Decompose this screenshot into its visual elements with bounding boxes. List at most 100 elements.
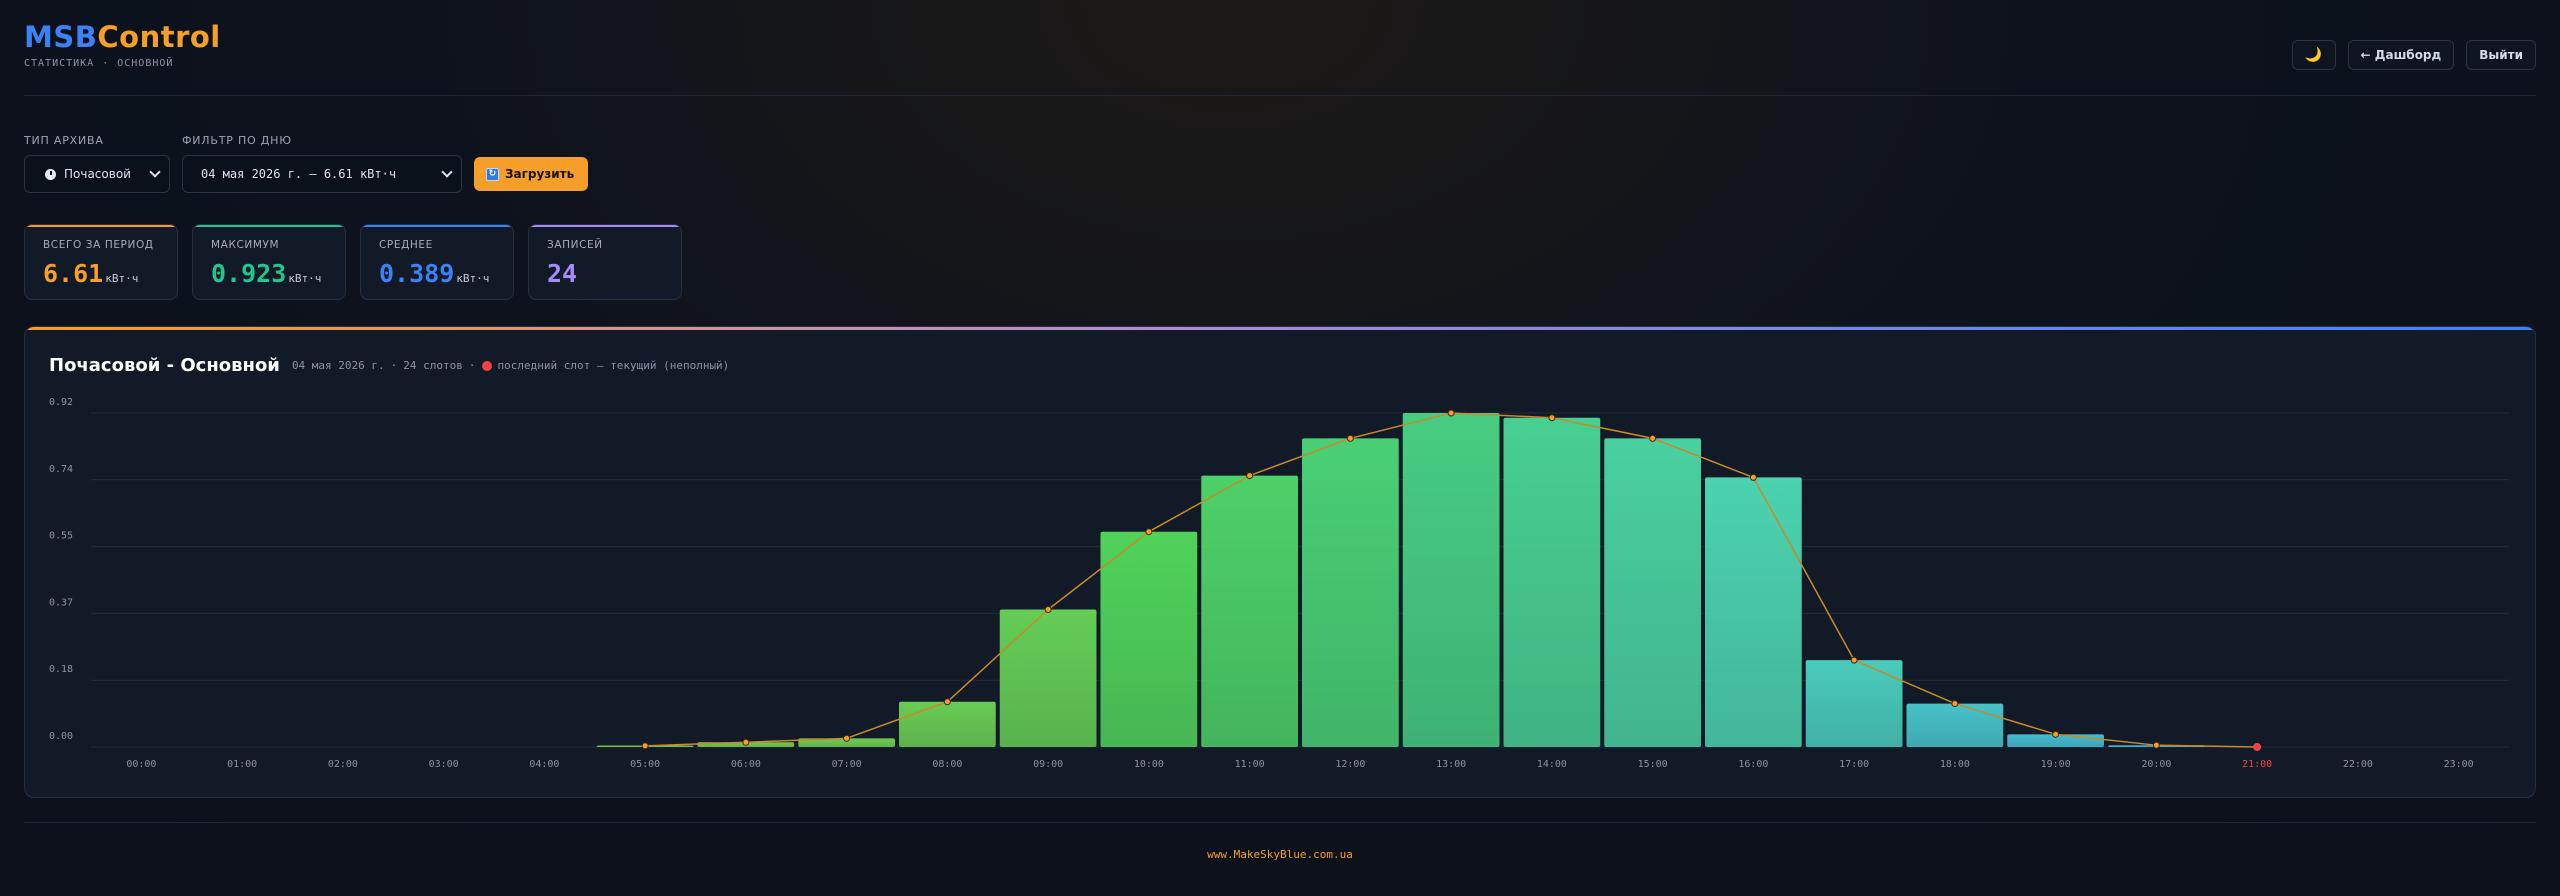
stat-card-average: СРЕДНЕЕ 0.389 кВт·ч xyxy=(360,224,514,300)
load-button[interactable]: ↻ Загрузить xyxy=(474,157,589,191)
stat-unit: кВт·ч xyxy=(288,272,322,285)
chart-meta-separator: · xyxy=(390,359,398,372)
bar xyxy=(999,609,1097,747)
stat-title: ВСЕГО ЗА ПЕРИОД xyxy=(43,239,154,251)
load-button-label: Загрузить xyxy=(505,167,575,181)
x-tick-label: 21:00 xyxy=(2242,759,2272,770)
current-slot-point xyxy=(2253,743,2262,751)
logo-control: Control xyxy=(97,20,221,54)
data-point xyxy=(1649,434,1657,442)
stat-value: 24 xyxy=(547,259,578,288)
header-actions: 🌙 ← Дашборд Выйти xyxy=(2291,40,2536,70)
data-point xyxy=(1548,414,1556,422)
filter-bar: ТИП АРХИВА Почасовой ФИЛЬТР ПО ДНЮ 04 ма… xyxy=(24,134,589,193)
hourly-chart: 0.00 0.18 0.37 0.55 0.74 0.92 00:00 01:00 02:00 0… xyxy=(49,397,2509,770)
data-point xyxy=(843,734,851,742)
breadcrumb-item-main: ОСНОВНОЙ xyxy=(117,58,174,69)
app-logo[interactable]: MSBControl xyxy=(24,20,221,54)
y-tick-label: 0.37 xyxy=(49,597,73,608)
bar xyxy=(1604,438,1701,747)
stat-unit: кВт·ч xyxy=(105,272,139,285)
day-filter-label: ФИЛЬТР ПО ДНЮ xyxy=(182,134,292,147)
app-header: MSBControl СТАТИСТИКА · ОСНОВНОЙ 🌙 ← Дашбо… xyxy=(24,20,2536,96)
x-tick-label: 09:00 xyxy=(1033,759,1063,770)
x-tick-label: 05:00 xyxy=(630,759,660,770)
breadcrumb-item-statistics: СТАТИСТИКА xyxy=(24,58,95,69)
x-tick-label: 01:00 xyxy=(227,759,257,770)
stat-value: 6.61 xyxy=(43,259,104,288)
theme-toggle-button[interactable]: 🌙 xyxy=(2291,40,2336,70)
y-tick-label: 0.92 xyxy=(49,397,73,408)
bar xyxy=(1100,531,1198,747)
data-point xyxy=(1044,605,1052,613)
breadcrumb: СТАТИСТИКА · ОСНОВНОЙ xyxy=(24,58,173,69)
archive-type-value: Почасовой xyxy=(64,167,131,181)
x-tick-label: 02:00 xyxy=(328,759,358,770)
logout-button[interactable]: Выйти xyxy=(2466,40,2536,70)
data-point xyxy=(1246,472,1254,480)
refresh-icon: ↻ xyxy=(486,167,499,181)
chart-panel: 0.00 0.18 0.37 0.55 0.74 0.92 00:00 01:00 02:00 0… xyxy=(24,326,2536,798)
data-point xyxy=(641,742,649,750)
clock-icon xyxy=(45,168,56,180)
chart-title: Почасовой - Основной xyxy=(49,355,280,376)
x-tick-label: 20:00 xyxy=(2141,759,2171,770)
stat-card-total: ВСЕГО ЗА ПЕРИОД 6.61 кВт·ч xyxy=(24,224,178,300)
x-tick-label: 10:00 xyxy=(1134,759,1164,770)
data-point xyxy=(2152,741,2160,749)
data-point xyxy=(1346,434,1354,442)
stat-title: СРЕДНЕЕ xyxy=(379,239,433,251)
bar xyxy=(1906,703,2004,747)
data-point xyxy=(742,738,750,746)
stat-unit: кВт·ч xyxy=(456,272,490,285)
x-tick-label: 06:00 xyxy=(731,759,761,770)
data-point xyxy=(1447,409,1455,417)
chevron-down-icon xyxy=(149,166,161,178)
stat-title: ЗАПИСЕЙ xyxy=(547,239,603,251)
bar xyxy=(798,738,895,747)
x-tick-label: 23:00 xyxy=(2444,759,2474,770)
x-tick-label: 17:00 xyxy=(1839,759,1869,770)
data-point xyxy=(1749,473,1757,481)
x-tick-label: 03:00 xyxy=(429,759,459,770)
data-point xyxy=(943,698,951,706)
day-filter-select[interactable]: 04 мая 2026 г. — 6.61 кВт·ч xyxy=(182,155,462,193)
logo-msb: MSB xyxy=(24,20,98,54)
dashboard-button[interactable]: ← Дашборд xyxy=(2347,40,2455,70)
footer-link[interactable]: www.MakeSkyBlue.com.ua xyxy=(1207,848,1353,861)
x-tick-label: 15:00 xyxy=(1638,759,1668,770)
x-tick-label: 08:00 xyxy=(932,759,962,770)
breadcrumb-separator: · xyxy=(102,58,110,69)
x-tick-label: 11:00 xyxy=(1235,759,1265,770)
x-tick-label: 16:00 xyxy=(1738,759,1768,770)
day-filter-group: ФИЛЬТР ПО ДНЮ 04 мая 2026 г. — 6.61 кВт·… xyxy=(182,134,462,193)
y-tick-label: 0.74 xyxy=(49,464,73,475)
x-tick-label: 04:00 xyxy=(529,759,559,770)
y-tick-label: 0.55 xyxy=(49,531,73,542)
stats-cards: ВСЕГО ЗА ПЕРИОД 6.61 кВт·ч МАКСИМУМ 0.923… xyxy=(24,224,682,300)
chart-meta-separator: · xyxy=(468,359,476,372)
stat-title: МАКСИМУМ xyxy=(211,239,280,251)
current-slot-dot-icon xyxy=(481,360,492,371)
bar xyxy=(1201,475,1298,747)
x-tick-label: 19:00 xyxy=(2041,759,2071,770)
data-point xyxy=(2052,730,2060,738)
stat-card-max: МАКСИМУМ 0.923 кВт·ч xyxy=(192,224,346,300)
y-tick-label: 0.00 xyxy=(49,731,73,742)
data-point xyxy=(1850,656,1858,664)
x-tick-label: 14:00 xyxy=(1537,759,1567,770)
bar xyxy=(899,701,996,747)
stat-card-records: ЗАПИСЕЙ 24 xyxy=(528,224,682,300)
y-tick-label: 0.18 xyxy=(49,664,73,675)
x-tick-label: 12:00 xyxy=(1335,759,1365,770)
bar xyxy=(1503,417,1601,747)
chart-meta-note: последний слот — текущий (неполный) xyxy=(497,359,730,372)
footer-divider xyxy=(24,822,2536,823)
chart-header: Почасовой - Основной 04 мая 2026 г. · 24… xyxy=(49,355,729,376)
bar xyxy=(1402,413,1500,747)
bar xyxy=(1705,477,1802,747)
archive-type-select[interactable]: Почасовой xyxy=(24,155,170,193)
bar xyxy=(1302,438,1399,747)
chevron-down-icon xyxy=(441,166,453,178)
x-tick-label: 18:00 xyxy=(1940,759,1970,770)
